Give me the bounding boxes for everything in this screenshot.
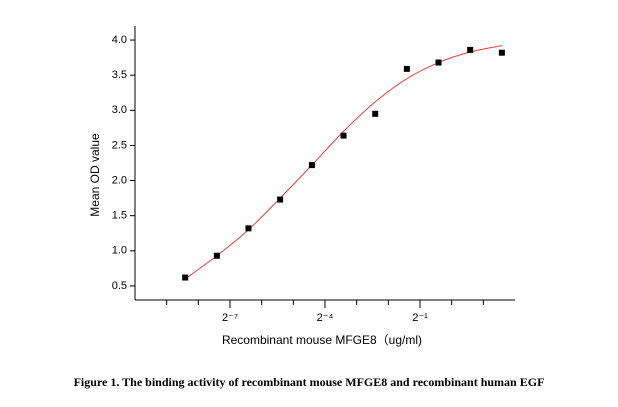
data-point: [213, 252, 220, 259]
caption: Figure 1. The binding activity of recomb…: [74, 375, 545, 389]
data-point: [277, 196, 284, 203]
x-tick-label: 2⁻¹: [412, 312, 428, 324]
y-tick-label: 0.5: [112, 280, 127, 292]
y-tick-label: 2.5: [112, 139, 127, 151]
y-tick-label: 1.0: [112, 245, 127, 257]
data-point: [435, 59, 442, 66]
data-point: [245, 225, 252, 232]
x-tick-label: 2⁻⁷: [222, 312, 238, 324]
y-axis-label: Mean OD value: [88, 133, 102, 217]
fit-curve: [184, 45, 502, 280]
x-tick-label: 2⁻⁴: [317, 312, 334, 324]
x-axis-label: Recombinant mouse MFGE8（ug/ml): [222, 333, 422, 347]
y-tick-label: 3.0: [112, 104, 127, 116]
y-tick-label: 4.0: [112, 34, 127, 46]
data-point: [308, 162, 315, 169]
y-tick-label: 2.0: [112, 174, 127, 186]
data-point: [498, 49, 505, 56]
data-point: [182, 274, 189, 281]
data-point: [403, 65, 410, 72]
data-point: [340, 132, 347, 139]
data-point: [467, 46, 474, 53]
data-point: [372, 110, 379, 117]
y-tick-label: 1.5: [112, 210, 127, 222]
y-tick-label: 3.5: [112, 69, 127, 81]
